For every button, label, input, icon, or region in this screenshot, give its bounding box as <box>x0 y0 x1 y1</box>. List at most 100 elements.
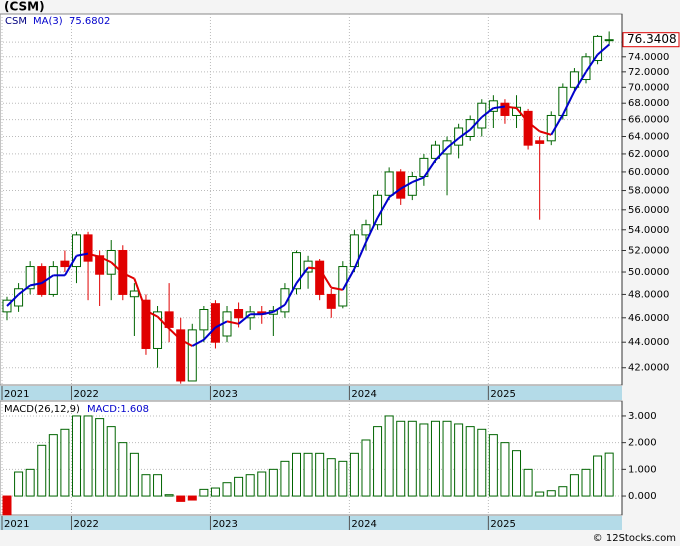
macd-bar <box>83 415 93 497</box>
macd-bar <box>465 426 475 497</box>
macd-value: MACD:1.608 <box>87 404 149 415</box>
date-strip <box>0 516 622 530</box>
ma-segment <box>411 176 425 184</box>
macd-bar <box>488 434 498 497</box>
x-tick-label: 2022 <box>73 389 98 400</box>
candle-body <box>523 110 533 146</box>
candle-body <box>488 100 498 112</box>
ma-segment <box>307 266 320 270</box>
legend-symbol: CSM <box>5 16 27 27</box>
macd-bar <box>535 491 545 497</box>
macd-bar <box>326 458 336 497</box>
x-tick-label: 2021 <box>4 389 29 400</box>
ma-segment <box>493 105 506 110</box>
ma-segment <box>64 255 78 276</box>
ma-segment <box>261 310 274 316</box>
macd-bar <box>442 420 452 497</box>
candle-body <box>338 266 348 307</box>
ma-segment <box>515 107 529 123</box>
candle-body <box>315 260 325 295</box>
y-tick-label: 72.0000 <box>628 67 669 78</box>
x-tick-label: 2022 <box>73 519 98 530</box>
macd-bar <box>187 495 197 501</box>
ma-segment <box>133 278 147 312</box>
macd-bar <box>512 450 522 497</box>
ma-segment <box>481 107 494 118</box>
macd-bar <box>500 442 510 497</box>
macd-bar <box>129 452 139 497</box>
macd-bar <box>199 488 209 497</box>
candle-body <box>2 299 12 313</box>
ma-segment <box>561 90 576 116</box>
macd-bar <box>210 487 220 497</box>
ma-segment <box>180 338 193 347</box>
candle-body <box>129 290 139 298</box>
ma-segment <box>29 282 42 287</box>
candle-body <box>454 127 464 146</box>
candle-body <box>95 255 105 275</box>
macd-bar <box>338 460 348 497</box>
candle-body <box>199 309 209 331</box>
y-tick-label: 50.0000 <box>628 267 669 278</box>
macd-bar <box>581 468 591 497</box>
macd-bar <box>71 415 81 497</box>
candle-body <box>604 39 614 42</box>
ma-segment <box>550 114 564 136</box>
ma-segment <box>76 252 89 257</box>
macd-bar <box>558 486 568 497</box>
last-price-box <box>622 32 680 48</box>
macd-bar <box>25 468 35 497</box>
y-tick-label: 52.0000 <box>628 245 669 256</box>
y-tick-label: 54.0000 <box>628 225 669 236</box>
ma-segment <box>168 327 182 341</box>
ma-segment <box>122 272 135 280</box>
candle-body <box>581 56 591 81</box>
macd-title: MACD(26,12,9) <box>4 404 80 415</box>
macd-bar <box>315 452 325 497</box>
footer: © 12Stocks.com <box>593 533 676 544</box>
x-tick-label: 2023 <box>212 389 237 400</box>
macd-bar <box>396 420 406 497</box>
candle-body <box>326 293 336 309</box>
candle-body <box>593 35 603 62</box>
macd-bar <box>164 494 174 497</box>
macd-bar <box>454 423 464 497</box>
y-tick-label: 3.000 <box>628 411 657 422</box>
macd-bar <box>280 460 290 497</box>
ma-segment <box>226 320 239 325</box>
y-tick-label: 58.0000 <box>628 186 669 197</box>
ma-segment <box>365 217 379 243</box>
ma-segment <box>87 252 100 258</box>
ma-segment <box>6 293 20 307</box>
y-tick-label: 62.0000 <box>628 149 669 160</box>
macd-bar <box>2 495 12 516</box>
macd-bar <box>604 452 614 497</box>
ma-segment <box>434 147 448 161</box>
y-tick-label: 60.0000 <box>628 167 669 178</box>
x-tick-label: 2025 <box>490 519 515 530</box>
macd-bar <box>141 474 151 497</box>
ma-segment <box>585 54 599 73</box>
macd-bar <box>176 495 186 502</box>
y-tick-label: 0.000 <box>628 491 657 502</box>
ma-segment <box>295 267 309 284</box>
ma-segment <box>99 255 112 264</box>
macd-bar <box>257 471 267 497</box>
y-tick-label: 70.0000 <box>628 82 669 93</box>
ma-segment <box>237 313 251 325</box>
candle-body <box>384 171 394 196</box>
macd-bar <box>37 444 47 497</box>
macd-bar <box>14 471 24 497</box>
candle-body <box>558 86 568 116</box>
x-tick-label: 2025 <box>490 389 515 400</box>
macd-bar <box>48 434 58 497</box>
ma-segment <box>156 315 170 330</box>
candle-body <box>407 176 417 196</box>
last-price-label: 76.3408 <box>627 32 677 46</box>
ma-segment <box>400 181 413 190</box>
macd-bar <box>292 452 301 497</box>
candle-body <box>292 252 301 290</box>
y-tick-label: 1.000 <box>628 464 657 475</box>
macd-bar <box>523 468 533 497</box>
